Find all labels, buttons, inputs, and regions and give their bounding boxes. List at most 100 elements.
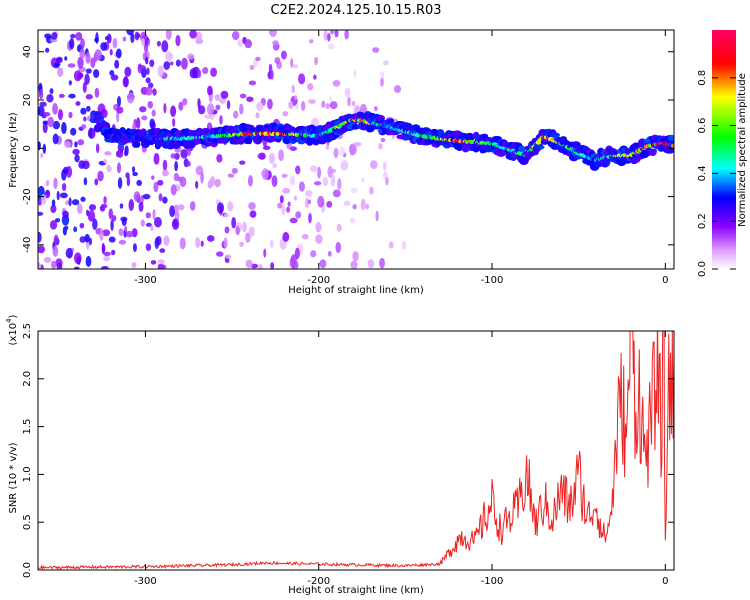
heatmap-noise-cell	[180, 148, 188, 159]
snr-x-ticks: -300 -200 -100 0	[134, 331, 669, 587]
heatmap-noise-cell	[42, 120, 49, 125]
heatmap-noise-cell	[327, 165, 333, 178]
heatmap-noise-cell	[73, 266, 80, 269]
heatmap-noise-cell	[269, 30, 277, 37]
heatmap-noise-cell	[237, 39, 243, 47]
snr-series-line	[38, 331, 674, 570]
heatmap-noise-cell	[126, 92, 135, 104]
heatmap-noise-cell	[301, 233, 309, 240]
heatmap-noise-cell	[103, 251, 111, 257]
heatmap-noise-cell	[235, 225, 240, 236]
heatmap-noise-cell	[239, 103, 244, 115]
heatmap-noise-cell	[206, 103, 215, 115]
heatmap-noise-cell	[271, 175, 278, 188]
x-tick-label: -200	[307, 576, 330, 587]
heatmap-noise-cell	[92, 218, 98, 230]
heatmap-noise-cell	[352, 251, 359, 262]
heatmap-noise-cell	[350, 217, 356, 224]
heatmap-noise-cell	[379, 257, 385, 269]
heatmap-noise-cell	[80, 196, 86, 202]
heatmap-noise-cell	[310, 250, 317, 258]
heatmap-noise-cell	[38, 262, 42, 269]
heatmap-noise-cell	[124, 225, 128, 232]
heatmap-noise-cell	[150, 260, 157, 265]
spectrogram-x-ticks: -300 -200 -100 0	[134, 30, 669, 286]
heatmap-noise-cell	[38, 245, 45, 254]
heatmap-noise-cell	[103, 255, 111, 262]
snr-y-ticks: 0.0 0.5 1.0 1.5 2.0 2.5	[22, 323, 674, 578]
heatmap-ridge-cell	[518, 145, 526, 153]
heatmap-noise-cell	[330, 30, 335, 35]
heatmap-noise-cell	[94, 178, 99, 186]
heatmap-noise-cell	[68, 197, 72, 207]
heatmap-noise-cell	[82, 81, 87, 93]
heatmap-noise-cell	[383, 60, 389, 66]
heatmap-noise-cell	[85, 52, 91, 64]
heatmap-noise-cell	[100, 265, 109, 269]
heatmap-ridge-cell	[133, 140, 141, 148]
heatmap-noise-cell	[248, 80, 257, 86]
heatmap-noise-cell	[335, 241, 342, 254]
heatmap-noise-cell	[315, 234, 323, 244]
heatmap-noise-cell	[288, 100, 294, 110]
snr-panel: -300 -200 -100 0 0.0 0.5 1.0 1.5 2.0 2.5 Height …	[5, 314, 675, 596]
heatmap-noise-cell	[249, 64, 255, 70]
heatmap-noise-cell	[367, 259, 375, 269]
heatmap-noise-cell	[281, 173, 288, 178]
heatmap-noise-cell	[110, 219, 114, 231]
heatmap-noise-cell	[209, 176, 216, 187]
spectrogram-y-label: Frequency (Hz)	[8, 112, 19, 188]
x-tick-label: 0	[662, 576, 668, 587]
y-tick-label: 0.0	[22, 562, 33, 578]
heatmap-noise-cell	[162, 159, 168, 172]
heatmap-ridge-cell	[571, 141, 581, 148]
heatmap-noise-cell	[162, 196, 168, 204]
heatmap-noise-cell	[202, 66, 209, 75]
heatmap-noise-cell	[207, 85, 213, 96]
colorbar: 0.0 0.2 0.4 0.6 0.8 Normalized spectral ampl…	[697, 30, 748, 277]
heatmap-noise-cell	[88, 127, 93, 139]
heatmap-noise-cell	[132, 172, 138, 177]
heatmap-noise-cell	[291, 64, 299, 69]
heatmap-noise-cell	[152, 88, 157, 96]
heatmap-noise-cell	[50, 260, 57, 269]
heatmap-ridge-cell	[375, 114, 386, 122]
heatmap-noise-cell	[150, 225, 154, 232]
heatmap-noise-cell	[253, 59, 258, 68]
heatmap-noise-cell	[85, 94, 93, 100]
heatmap-noise-cell	[125, 172, 130, 179]
heatmap-noise-cell	[118, 239, 127, 245]
heatmap-noise-cell	[278, 149, 284, 162]
heatmap-noise-cell	[249, 210, 257, 218]
heatmap-noise-cell	[189, 67, 197, 79]
heatmap-noise-cell	[333, 147, 339, 159]
heatmap-noise-cell	[170, 153, 177, 159]
heatmap-noise-cell	[248, 202, 256, 210]
heatmap-noise-cell	[43, 111, 51, 117]
heatmap-ridge-cell	[282, 137, 292, 145]
heatmap-noise-cell	[197, 98, 201, 109]
heatmap-noise-cell	[268, 152, 276, 165]
heatmap-noise-cell	[137, 63, 143, 74]
heatmap-noise-cell	[90, 57, 96, 69]
heatmap-noise-cell	[310, 165, 318, 173]
heatmap-noise-cell	[50, 204, 57, 213]
heatmap-noise-cell	[121, 218, 127, 226]
heatmap-noise-cell	[117, 148, 122, 158]
heatmap-noise-cell	[369, 186, 374, 195]
heatmap-noise-cell	[68, 93, 76, 99]
heatmap-noise-cell	[256, 102, 264, 112]
heatmap-noise-cell	[69, 37, 75, 50]
heatmap-noise-cell	[84, 233, 90, 243]
heatmap-noise-cell	[44, 33, 52, 39]
heatmap-noise-cell	[328, 43, 335, 50]
heatmap-noise-cell	[327, 250, 332, 257]
heatmap-noise-cell	[340, 160, 349, 171]
heatmap-noise-cell	[40, 152, 44, 159]
heatmap-noise-cell	[109, 70, 115, 76]
heatmap-noise-cell	[63, 166, 69, 175]
heatmap-noise-cell	[337, 178, 342, 190]
heatmap-noise-cell	[154, 216, 162, 228]
heatmap-noise-cell	[53, 62, 61, 67]
heatmap-noise-cell	[332, 189, 341, 198]
